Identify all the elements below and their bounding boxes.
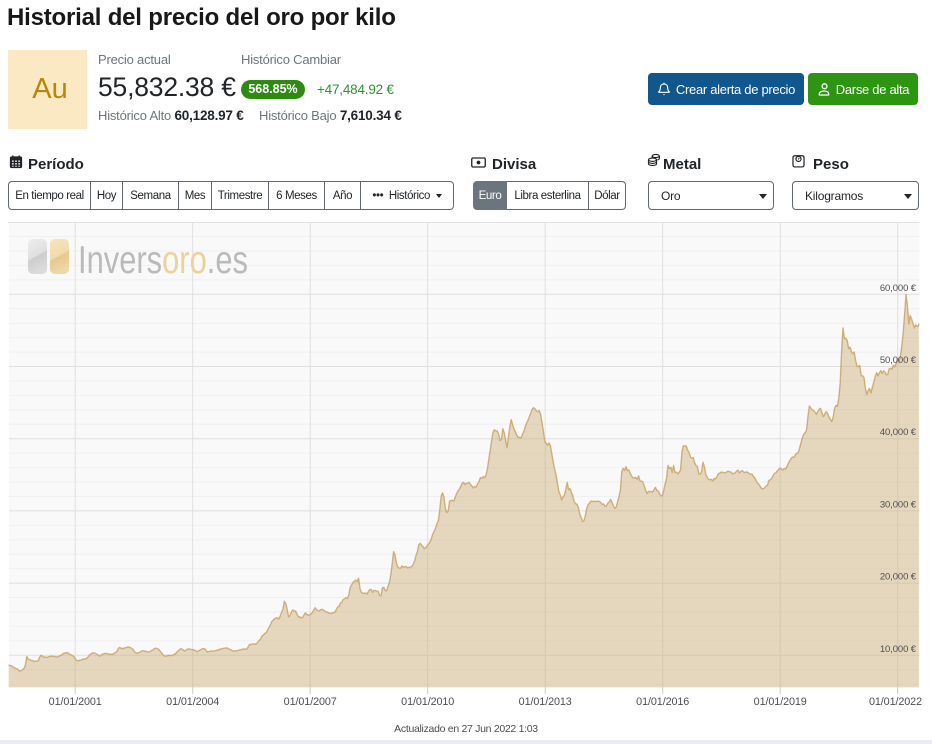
- svg-text:01/01/2016: 01/01/2016: [636, 696, 689, 708]
- svg-text:01/01/2013: 01/01/2013: [519, 696, 572, 708]
- svg-text:20,000 €: 20,000 €: [880, 572, 917, 583]
- svg-text:10,000 €: 10,000 €: [880, 644, 917, 655]
- svg-text:01/01/2004: 01/01/2004: [166, 696, 219, 708]
- svg-text:01/01/2022: 01/01/2022: [869, 696, 922, 708]
- svg-text:40,000 €: 40,000 €: [880, 427, 917, 438]
- svg-text:Inversoro.es: Inversoro.es: [78, 239, 248, 282]
- svg-text:60,000 €: 60,000 €: [880, 283, 917, 294]
- svg-text:30,000 €: 30,000 €: [880, 499, 917, 510]
- svg-text:01/01/2010: 01/01/2010: [401, 696, 454, 708]
- svg-text:01/01/2007: 01/01/2007: [284, 696, 337, 708]
- svg-text:50,000 €: 50,000 €: [880, 355, 917, 366]
- svg-text:01/01/2001: 01/01/2001: [49, 696, 102, 708]
- svg-text:01/01/2019: 01/01/2019: [754, 696, 807, 708]
